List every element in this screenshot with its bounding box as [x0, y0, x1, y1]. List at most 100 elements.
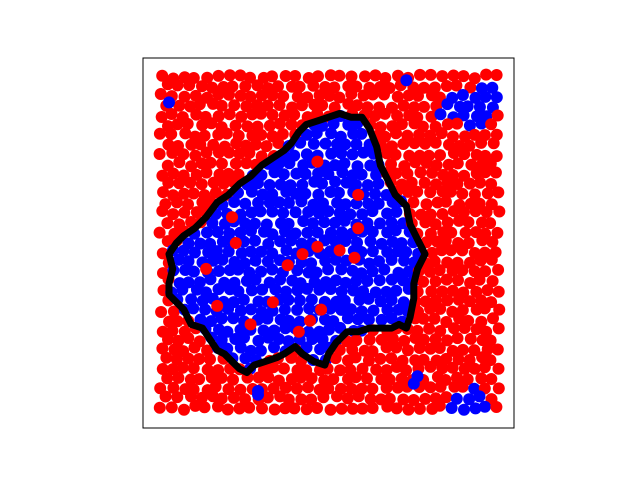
cluster-particle [369, 188, 381, 200]
background-particle [397, 393, 410, 406]
cluster-particle [366, 265, 379, 278]
background-particle [200, 166, 213, 179]
background-particle [411, 185, 424, 198]
background-particle [215, 157, 228, 170]
background-particle [255, 107, 267, 120]
cluster-particle [252, 385, 264, 397]
background-particle [485, 118, 498, 131]
cluster-particle [340, 176, 353, 189]
background-particle [260, 140, 273, 153]
background-particle [463, 354, 476, 366]
background-particle [195, 391, 208, 404]
background-particle [425, 110, 438, 123]
background-particle [491, 226, 504, 239]
background-particle [196, 80, 208, 93]
cluster-particle [324, 245, 337, 258]
background-particle [300, 403, 313, 416]
background-particle [434, 380, 447, 393]
background-particle [424, 68, 437, 81]
cluster-particle [385, 294, 398, 306]
background-particle [459, 130, 471, 143]
background-particle [293, 80, 306, 93]
background-particle [167, 167, 180, 180]
background-particle [288, 402, 301, 415]
cluster-particle [322, 323, 335, 336]
background-particle [402, 403, 415, 416]
background-particle [289, 70, 302, 82]
cluster-particle [293, 294, 306, 307]
background-particle [359, 70, 371, 83]
background-particle [420, 198, 433, 211]
background-particle [452, 274, 464, 287]
cluster-particle [263, 179, 276, 191]
background-particle [243, 401, 256, 414]
background-particle [223, 88, 235, 101]
background-particle [185, 160, 198, 173]
cluster-particle [390, 205, 403, 218]
cluster-particle [249, 254, 262, 267]
background-particle [173, 177, 186, 190]
cluster-particle [490, 91, 503, 104]
cluster-particle [398, 254, 411, 267]
cluster-particle [374, 295, 387, 308]
cluster-particle [297, 215, 310, 228]
cluster-particle [234, 341, 247, 354]
background-particle [179, 127, 192, 140]
background-particle [204, 353, 216, 366]
background-particle [486, 236, 499, 248]
background-particle [288, 108, 301, 121]
cluster-boundary-line [165, 110, 429, 376]
background-particle [435, 127, 448, 140]
background-particle [342, 97, 355, 110]
inclusion-particle [296, 248, 309, 261]
inclusion-particle [311, 240, 324, 253]
cluster-particle [255, 245, 268, 258]
background-particle [157, 186, 170, 199]
cluster-particle [172, 253, 185, 266]
background-particle [458, 322, 471, 334]
background-particle [263, 119, 276, 132]
background-particle [446, 361, 459, 374]
cluster-particle [216, 235, 229, 248]
cluster-particle [313, 207, 325, 220]
cluster-particle [486, 81, 499, 94]
background-particle [161, 235, 174, 248]
background-particle [178, 206, 191, 219]
background-particle [185, 390, 197, 403]
background-particle [378, 107, 391, 120]
background-particle [380, 341, 393, 354]
background-particle [307, 79, 320, 92]
background-particle [165, 128, 178, 141]
cluster-particle [291, 284, 304, 297]
inclusion-particle [200, 262, 213, 275]
background-particle [362, 354, 375, 367]
background-particle [468, 188, 481, 201]
background-particle [195, 178, 208, 191]
cluster-particle [313, 283, 326, 296]
background-particle [462, 216, 475, 229]
cluster-particle [350, 275, 362, 288]
cluster-particle [385, 273, 398, 286]
cluster-particle [463, 393, 476, 406]
cluster-particle [301, 282, 314, 295]
background-particle [341, 392, 354, 405]
background-particle [228, 99, 241, 112]
cluster-particle [397, 274, 410, 287]
background-particle [329, 352, 342, 365]
cluster-particle [215, 312, 228, 325]
background-particle [204, 156, 217, 169]
background-particle [398, 334, 411, 347]
background-particle [196, 119, 209, 132]
background-particle [153, 226, 166, 239]
background-particle [395, 118, 408, 131]
background-particle [217, 177, 230, 190]
background-particle [327, 373, 340, 386]
cluster-particle [280, 244, 293, 257]
background-particle [368, 110, 381, 122]
background-particle [380, 381, 393, 394]
background-particle [491, 109, 504, 122]
cluster-particle [163, 96, 175, 109]
background-particle [160, 351, 173, 364]
background-particle [414, 68, 426, 81]
background-particle [409, 156, 422, 169]
